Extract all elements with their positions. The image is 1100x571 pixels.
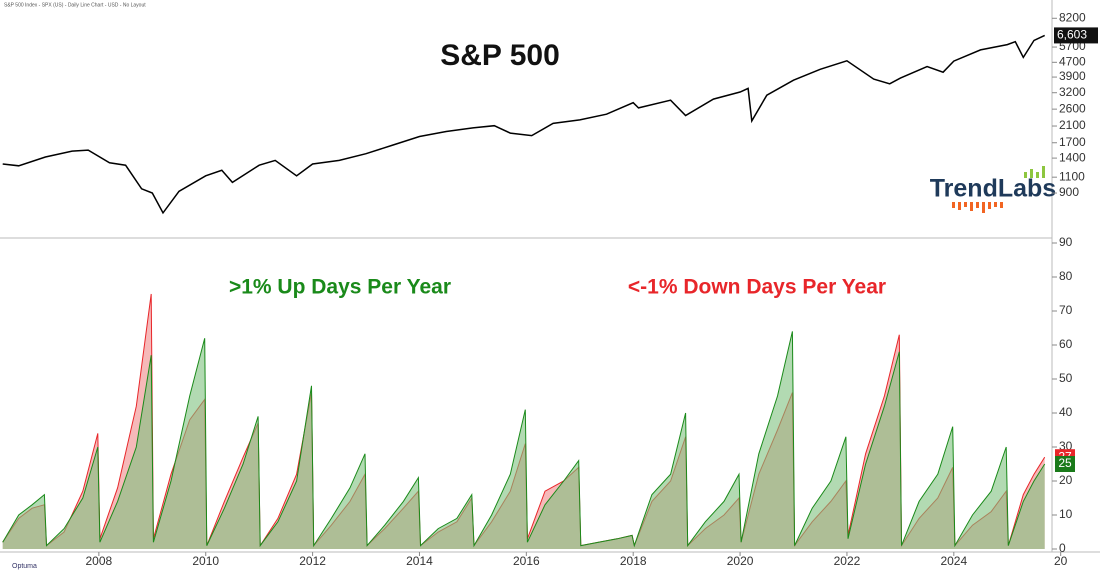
y-tick-label: 1400 bbox=[1059, 150, 1086, 164]
y-tick-label: 1100 bbox=[1059, 169, 1085, 183]
y-tick-label: 4700 bbox=[1059, 54, 1086, 68]
last-value-box bbox=[1054, 27, 1098, 44]
y-tick-label: 10 bbox=[1059, 507, 1073, 521]
y-tick-label: 3200 bbox=[1059, 85, 1086, 99]
y-tick-label: 2100 bbox=[1059, 118, 1086, 132]
logo-bars bbox=[952, 166, 1045, 213]
y-tick-label: 60 bbox=[1059, 337, 1073, 351]
y-tick-label: 20 bbox=[1059, 473, 1073, 487]
y-tick-label: 40 bbox=[1059, 405, 1073, 419]
area bbox=[2, 331, 1045, 549]
y-tick-label: 80 bbox=[1059, 269, 1073, 283]
header: S&P 500 Index - SPX (US) - Daily Line Ch… bbox=[4, 2, 146, 8]
x-tick-label: 2024 bbox=[940, 554, 967, 568]
area-line bbox=[2, 331, 1046, 548]
x-tick-label: 2008 bbox=[86, 554, 113, 568]
price-line bbox=[2, 34, 1046, 215]
y-tick-label: 50 bbox=[1059, 371, 1073, 385]
x-tick-label: 2018 bbox=[620, 554, 647, 568]
y-tick-label: 70 bbox=[1059, 303, 1073, 317]
x-tick-label: 20 bbox=[1054, 554, 1068, 568]
x-tick-label: 2012 bbox=[299, 554, 326, 568]
series-title: >1% Up Days Per Year bbox=[229, 276, 451, 299]
last-value-label: 6,603 bbox=[1057, 28, 1087, 42]
last-value-label: 25 bbox=[1058, 456, 1072, 470]
last-value-box bbox=[1055, 456, 1075, 472]
logo: TrendLabs bbox=[930, 175, 1056, 203]
y-tick-label: 3900 bbox=[1059, 69, 1086, 83]
y-tick-label: 90 bbox=[1059, 235, 1073, 249]
y-tick-label: 2600 bbox=[1059, 101, 1086, 115]
x-tick-label: 2010 bbox=[192, 554, 219, 568]
footer: Optuma bbox=[12, 563, 37, 570]
y-tick-label: 900 bbox=[1059, 185, 1079, 199]
x-tick-label: 2022 bbox=[834, 554, 861, 568]
y-tick-label: 1700 bbox=[1059, 135, 1086, 149]
y-tick-label: 8200 bbox=[1059, 10, 1086, 24]
series-title: <-1% Down Days Per Year bbox=[628, 276, 886, 299]
chart-title: S&P 500 bbox=[440, 39, 560, 72]
y-tick-label: 0 bbox=[1059, 541, 1066, 555]
x-tick-label: 2014 bbox=[406, 554, 433, 568]
x-tick-label: 2020 bbox=[727, 554, 754, 568]
x-tick-label: 2016 bbox=[513, 554, 540, 568]
